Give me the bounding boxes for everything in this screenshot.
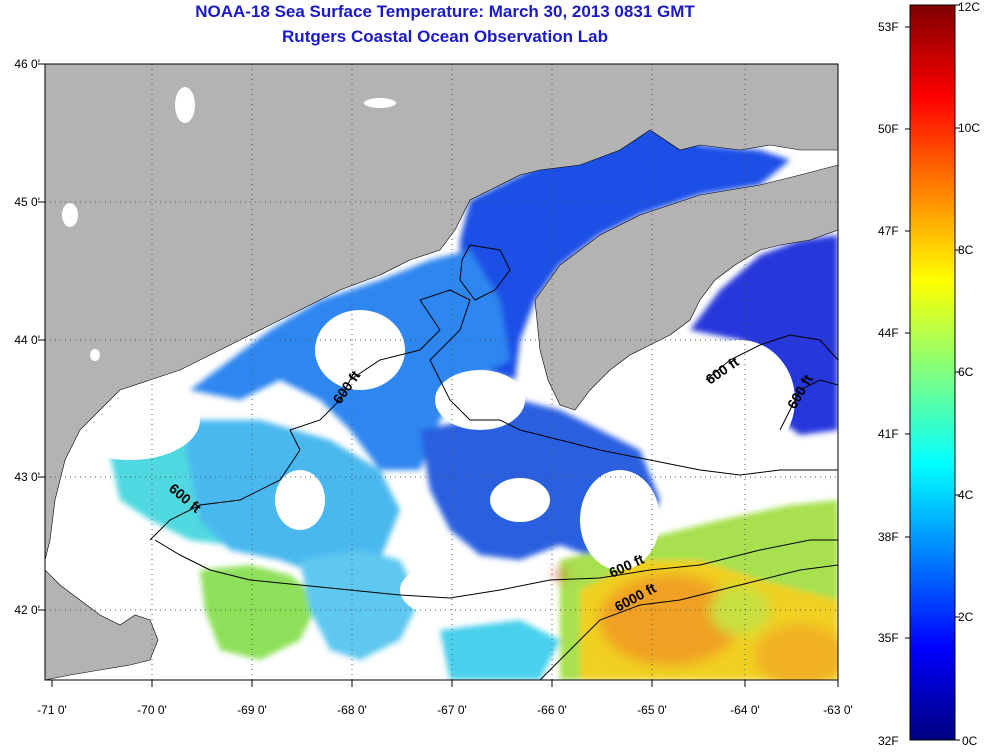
colorbar-fahrenheit-label: 32F: [878, 734, 899, 748]
land-mainland: [45, 64, 838, 561]
sst-south-strip: [440, 620, 560, 680]
sst-fundy: [460, 125, 790, 380]
colorbar-fahrenheit-label: 35F: [878, 631, 899, 645]
colorbar-celsius-label: 0C: [962, 734, 978, 748]
contour-basin: [459, 244, 511, 301]
colorbar-fahrenheit-label: 53F: [878, 20, 899, 34]
contour-600-east: [779, 379, 838, 431]
map-title: NOAA-18 Sea Surface Temperature: March 3…: [195, 2, 695, 21]
lon-label: -71 0': [37, 703, 67, 717]
lat-label: 43 0': [14, 470, 40, 484]
land-nova-scotia: [534, 164, 838, 411]
sst-georges-west: [200, 565, 320, 660]
contour-600-ns: [705, 334, 838, 381]
colorbar-fahrenheit-label: 50F: [878, 122, 899, 136]
bathymetry-contours: [149, 244, 838, 680]
sst-south-central: [300, 550, 420, 660]
colorbar-fahrenheit-label: 44F: [878, 326, 899, 340]
lon-label: -68 0': [337, 703, 367, 717]
lon-label: -66 0': [537, 703, 567, 717]
lon-label: -63 0': [823, 703, 853, 717]
lat-label: 45 0': [14, 195, 40, 209]
colorbar-fahrenheit-label: 41F: [878, 427, 899, 441]
map-frame-ticks: [38, 63, 839, 687]
lon-label: -65 0': [637, 703, 667, 717]
lon-label: -67 0': [437, 703, 467, 717]
colorbar: [909, 4, 956, 741]
cloud-gaps: [60, 310, 795, 670]
land: [45, 64, 838, 680]
colorbar-fahrenheit-label: 38F: [878, 530, 899, 544]
sst-ns-east: [690, 235, 838, 435]
sst-warm-core: [554, 571, 838, 680]
inland-lakes: [62, 87, 396, 361]
land-cape-cod: [45, 569, 159, 680]
colorbar-celsius-label: 6C: [958, 365, 974, 379]
lon-label: -69 0': [237, 703, 267, 717]
graticule: [45, 64, 838, 680]
contour-6000: [539, 564, 838, 680]
contour-600-south: [154, 539, 838, 599]
colorbar-celsius-label: 2C: [958, 610, 974, 624]
contour-600-gom: [149, 289, 838, 541]
lat-label: 42 0': [14, 603, 40, 617]
colorbar-celsius-label: 4C: [958, 488, 974, 502]
map-plot-area: [45, 64, 838, 680]
colorbar-fahrenheit-label: 47F: [878, 224, 899, 238]
colorbar-celsius-label: 8C: [958, 243, 974, 257]
colorbar-celsius-label: 10C: [958, 121, 981, 135]
lat-label: 46 0': [14, 57, 40, 71]
map-subtitle: Rutgers Coastal Ocean Observation Lab: [282, 27, 608, 46]
lon-label: -64 0': [730, 703, 760, 717]
colorbar-ticks: [905, 4, 960, 741]
lon-label: -70 0': [137, 703, 167, 717]
lat-label: 44 0': [14, 333, 40, 347]
map-frame: [44, 63, 839, 681]
colorbar-celsius-label: 12C: [958, 0, 981, 14]
